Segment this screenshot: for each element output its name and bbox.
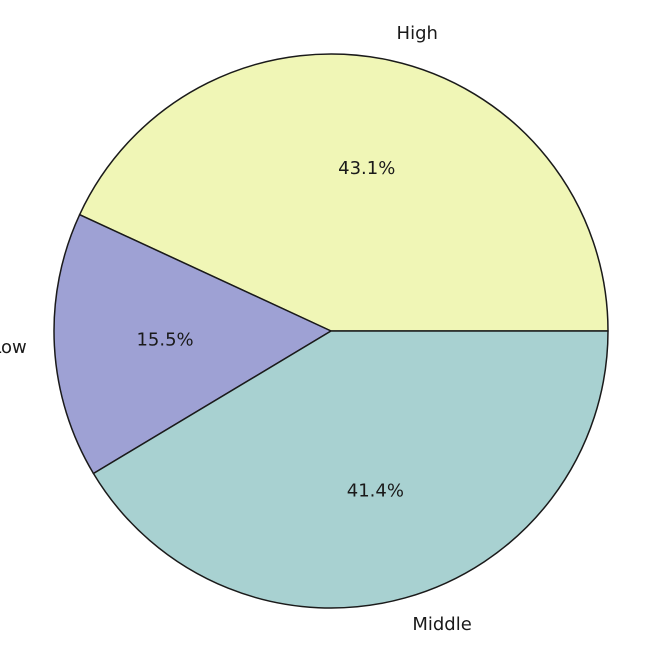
- percent-label-high: 43.1%: [338, 158, 395, 179]
- category-label-high: High: [397, 23, 438, 44]
- pie-slices: [53, 53, 609, 609]
- category-label-low: Low: [0, 337, 27, 358]
- pie-slice-low: [53, 213, 332, 475]
- category-labels: High Low Middle: [0, 23, 472, 635]
- percent-label-middle: 41.4%: [347, 481, 404, 502]
- pie-slice-middle: [92, 330, 609, 609]
- percent-label-low: 15.5%: [136, 329, 193, 350]
- category-label-middle: Middle: [412, 614, 471, 635]
- percent-labels: 43.1% 15.5% 41.4%: [136, 158, 404, 501]
- pie-slice-high: [78, 53, 609, 332]
